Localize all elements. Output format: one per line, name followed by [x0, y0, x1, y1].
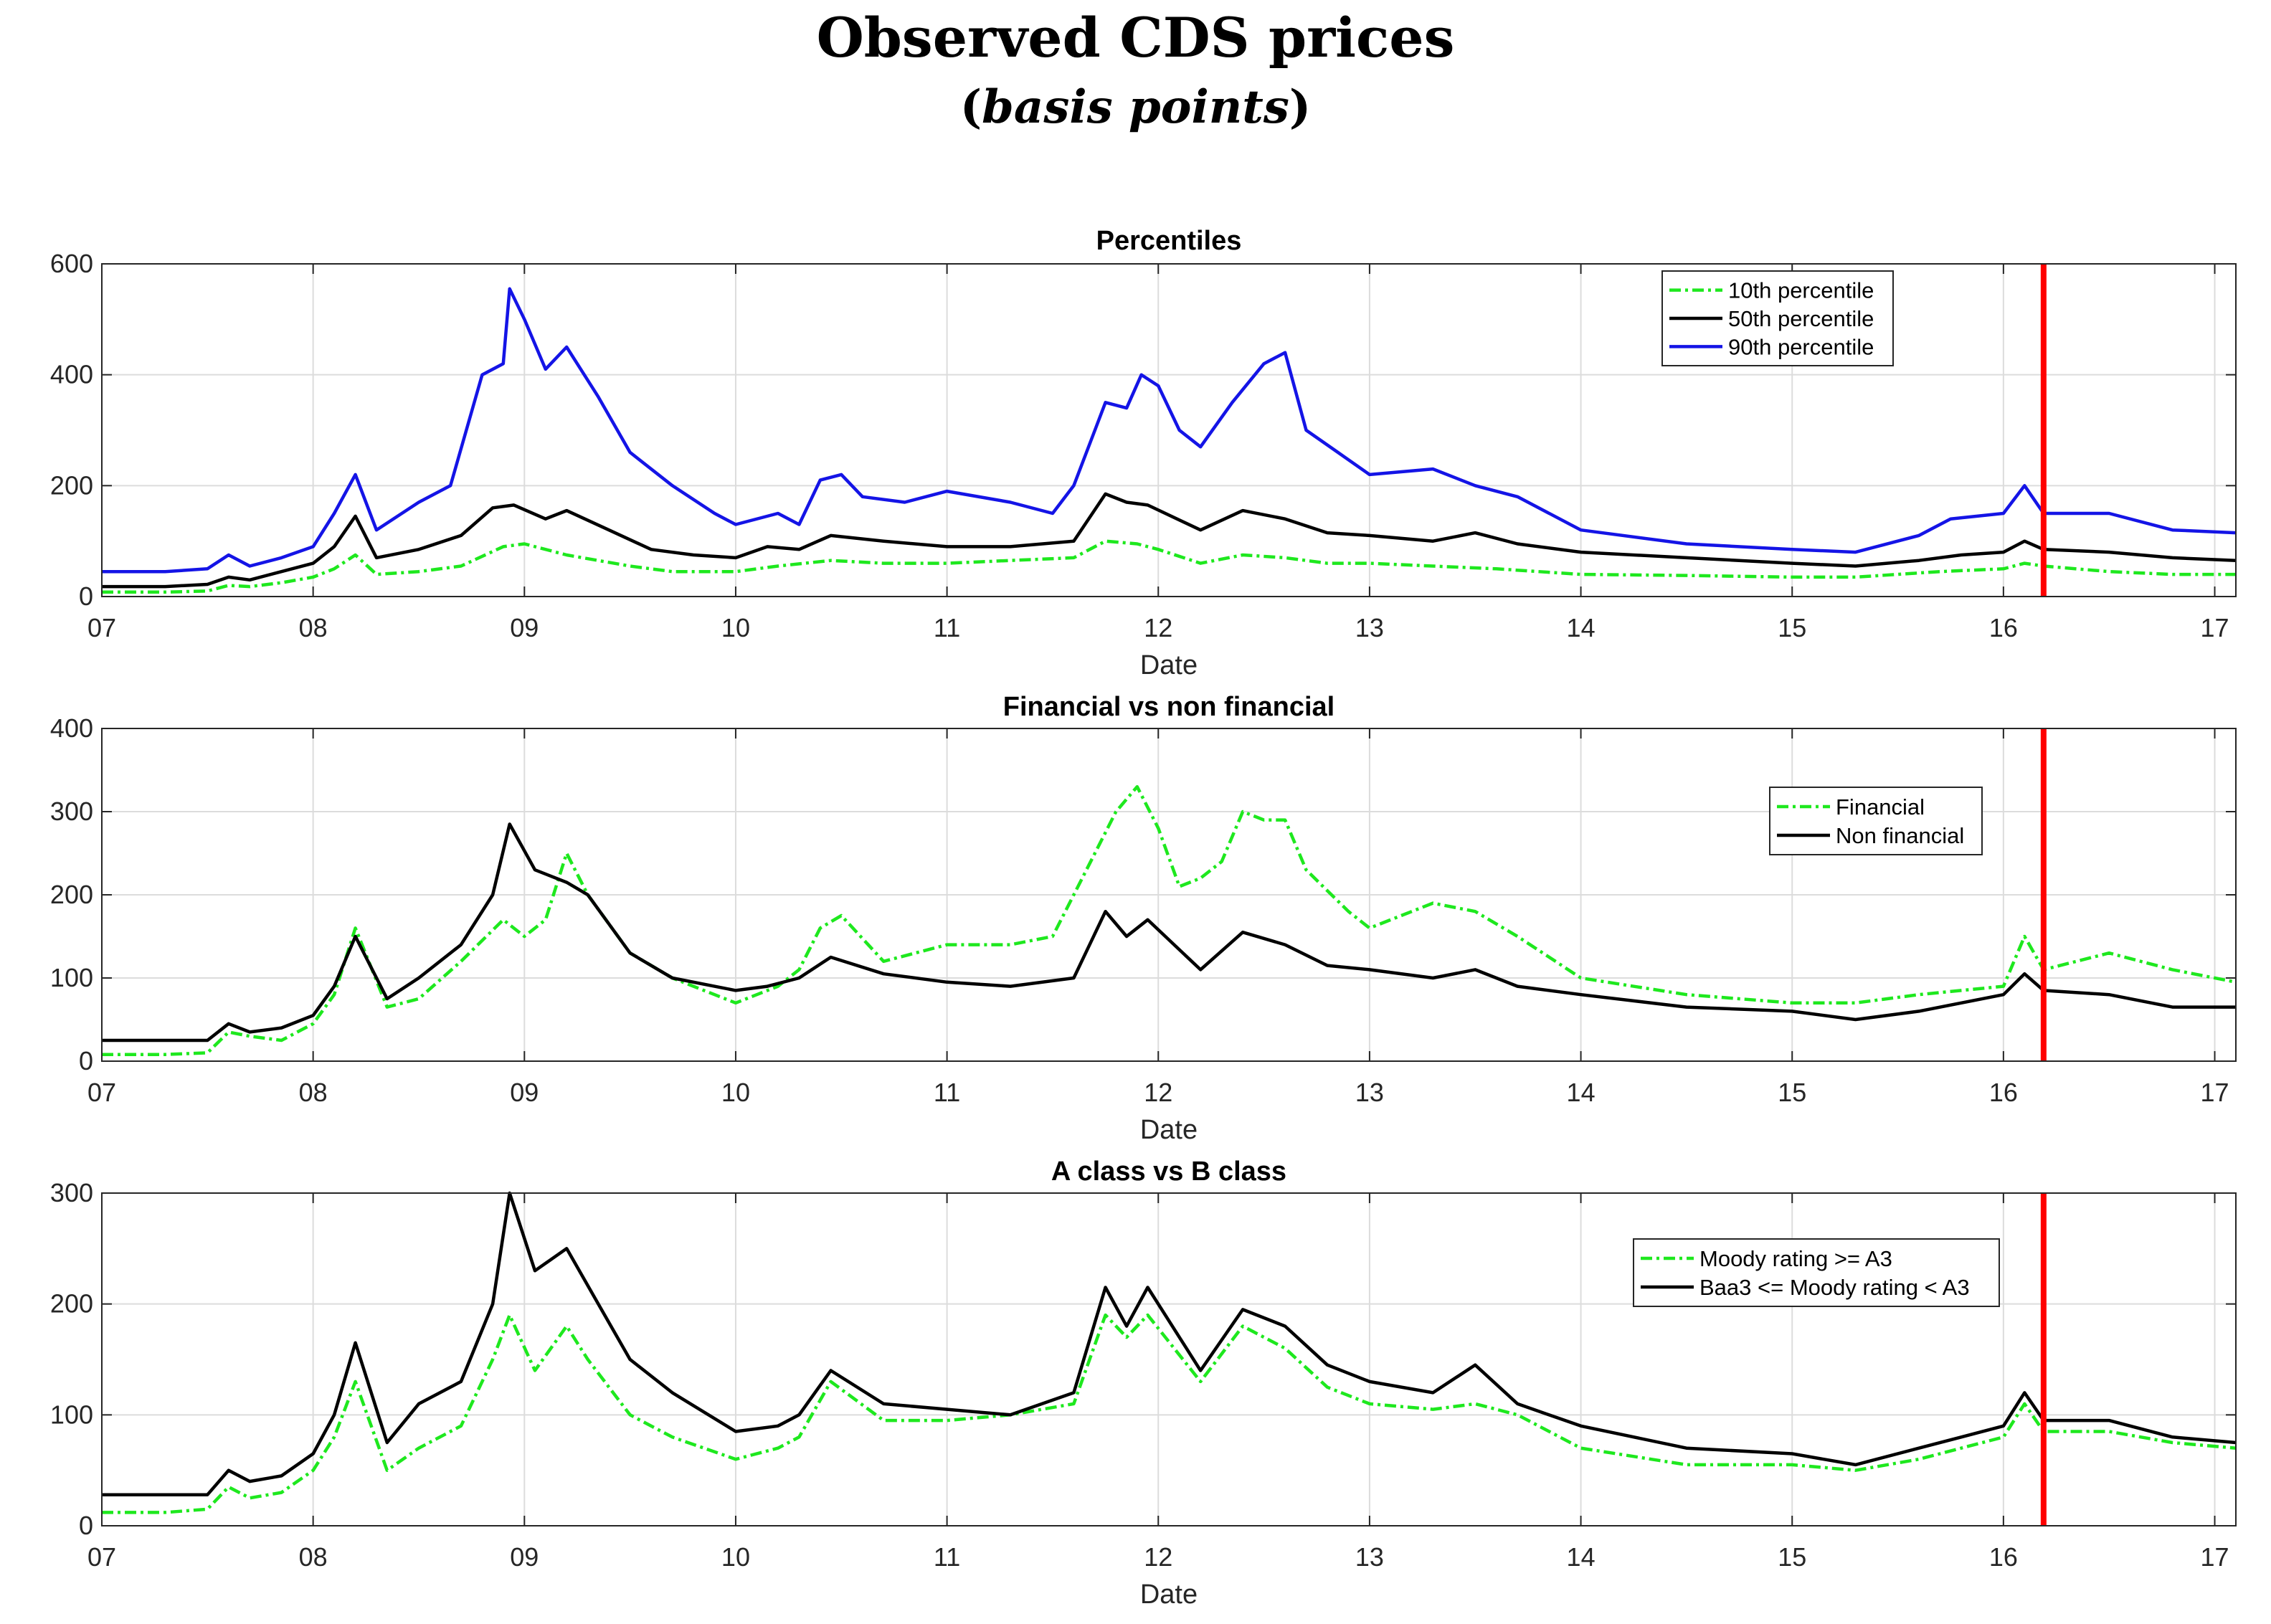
series-line-1 [102, 1313, 2237, 1514]
x-tick-label: 11 [934, 1542, 960, 1572]
legend-label: Moody rating >= A3 [1699, 1246, 1892, 1271]
legend-label: Non financial [1836, 823, 1964, 848]
y-tick-label: 0 [79, 1046, 93, 1075]
chart-panel-1: 07 08 09 10 11 12 13 14 15 16 17 0 200 400 600 Percenti… [50, 226, 2237, 680]
x-tick-label: 15 [1778, 1542, 1806, 1572]
series-line-2 [102, 822, 2236, 1043]
x-tick-label: 09 [510, 1542, 539, 1572]
axes-box [101, 263, 2237, 597]
chart-panel-3: 07 08 09 10 11 12 13 14 15 16 17 0 100 200 300 A class … [50, 1157, 2237, 1610]
x-tick-label: 12 [1144, 1542, 1172, 1572]
x-tick-label: 13 [1355, 1542, 1384, 1572]
y-tick-label: 600 [50, 249, 93, 278]
x-tick-label: 17 [2201, 1078, 2229, 1107]
legend-label: Financial [1836, 794, 1925, 820]
x-tick-label: 08 [299, 1078, 328, 1107]
y-tick-label: 100 [50, 963, 93, 992]
x-tick-label: 10 [721, 1078, 750, 1107]
x-axis-label: Date [1140, 1580, 1198, 1610]
chart-title: A class vs B class [1051, 1157, 1286, 1187]
y-tick-label: 200 [50, 1289, 93, 1319]
legend-label: Baa3 <= Moody rating < A3 [1699, 1275, 1970, 1300]
y-tick-label: 200 [50, 470, 93, 500]
y-tick-label: 400 [50, 713, 93, 743]
y-tick-label: 0 [79, 581, 93, 611]
subtitle-close-paren: ) [1289, 80, 1312, 134]
x-tick-label: 08 [299, 613, 328, 642]
series-line-2 [102, 492, 2237, 589]
axes-box [101, 1192, 2237, 1526]
series-line-1 [102, 784, 2237, 1056]
chart-title: Financial vs non financial [1003, 692, 1334, 722]
x-tick-label: 11 [934, 613, 960, 642]
subtitle-open-paren: ( [959, 80, 982, 134]
x-tick-label: 17 [2201, 1542, 2229, 1572]
x-tick-label: 09 [510, 1078, 539, 1107]
figure-subtitle: (basis points) [0, 80, 2271, 134]
x-tick-label: 11 [934, 1078, 960, 1107]
x-tick-label: 15 [1778, 1078, 1806, 1107]
x-tick-label: 07 [87, 1078, 116, 1107]
x-tick-label: 17 [2201, 613, 2229, 642]
x-tick-label: 16 [1989, 1078, 2018, 1107]
y-tick-label: 200 [50, 880, 93, 909]
x-tick-label: 16 [1989, 613, 2018, 642]
y-tick-label: 300 [50, 1178, 93, 1207]
x-tick-label: 14 [1567, 1542, 1596, 1572]
x-tick-label: 10 [721, 613, 750, 642]
legend-label: 50th percentile [1728, 306, 1874, 331]
chart-panel-2: 07 08 09 10 11 12 13 14 15 16 17 0 100 200 300 400 Finan… [50, 692, 2237, 1145]
y-tick-label: 400 [50, 360, 93, 389]
x-tick-label: 16 [1989, 1542, 2018, 1572]
x-tick-label: 15 [1778, 613, 1806, 642]
x-tick-label: 10 [721, 1542, 750, 1572]
plot-area [102, 264, 2236, 597]
legend-label: 90th percentile [1728, 334, 1874, 359]
x-tick-label: 14 [1567, 613, 1596, 642]
legend-box [1769, 787, 1983, 855]
figure-title: Observed CDS prices [816, 6, 1455, 70]
x-tick-label: 09 [510, 613, 539, 642]
series-line-2 [102, 1191, 2237, 1496]
chart-title: Percentiles [1096, 226, 1242, 256]
x-tick-label: 13 [1355, 1078, 1384, 1107]
x-axis-label: Date [1140, 1115, 1198, 1145]
x-axis-label: Date [1140, 650, 1198, 680]
y-tick-label: 300 [50, 797, 93, 826]
legend-box [1633, 1238, 2000, 1307]
x-tick-label: 08 [299, 1542, 328, 1572]
x-tick-label: 12 [1144, 1078, 1172, 1107]
x-tick-label: 07 [87, 1542, 116, 1572]
x-tick-label: 14 [1567, 1078, 1596, 1107]
subtitle-units: basis points [982, 80, 1289, 134]
series-line-3 [102, 287, 2237, 574]
x-tick-label: 13 [1355, 613, 1384, 642]
y-tick-label: 100 [50, 1400, 93, 1429]
legend-label: 10th percentile [1728, 278, 1874, 303]
y-tick-label: 0 [79, 1511, 93, 1540]
x-tick-label: 07 [87, 613, 116, 642]
x-tick-label: 12 [1144, 613, 1172, 642]
